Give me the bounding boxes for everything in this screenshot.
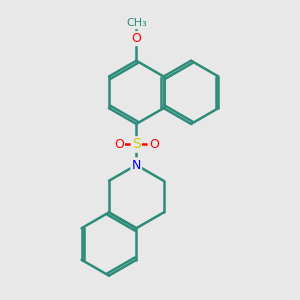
Text: S: S (132, 137, 141, 152)
Text: O: O (131, 32, 141, 45)
Text: N: N (132, 158, 141, 172)
Text: O: O (114, 138, 124, 151)
Text: CH₃: CH₃ (126, 18, 147, 28)
Text: N: N (132, 158, 141, 172)
Text: CH₃: CH₃ (126, 18, 147, 28)
Text: O: O (149, 138, 159, 151)
Text: S: S (132, 137, 141, 152)
Text: O: O (114, 138, 124, 151)
Text: O: O (149, 138, 159, 151)
Text: O: O (131, 32, 141, 45)
